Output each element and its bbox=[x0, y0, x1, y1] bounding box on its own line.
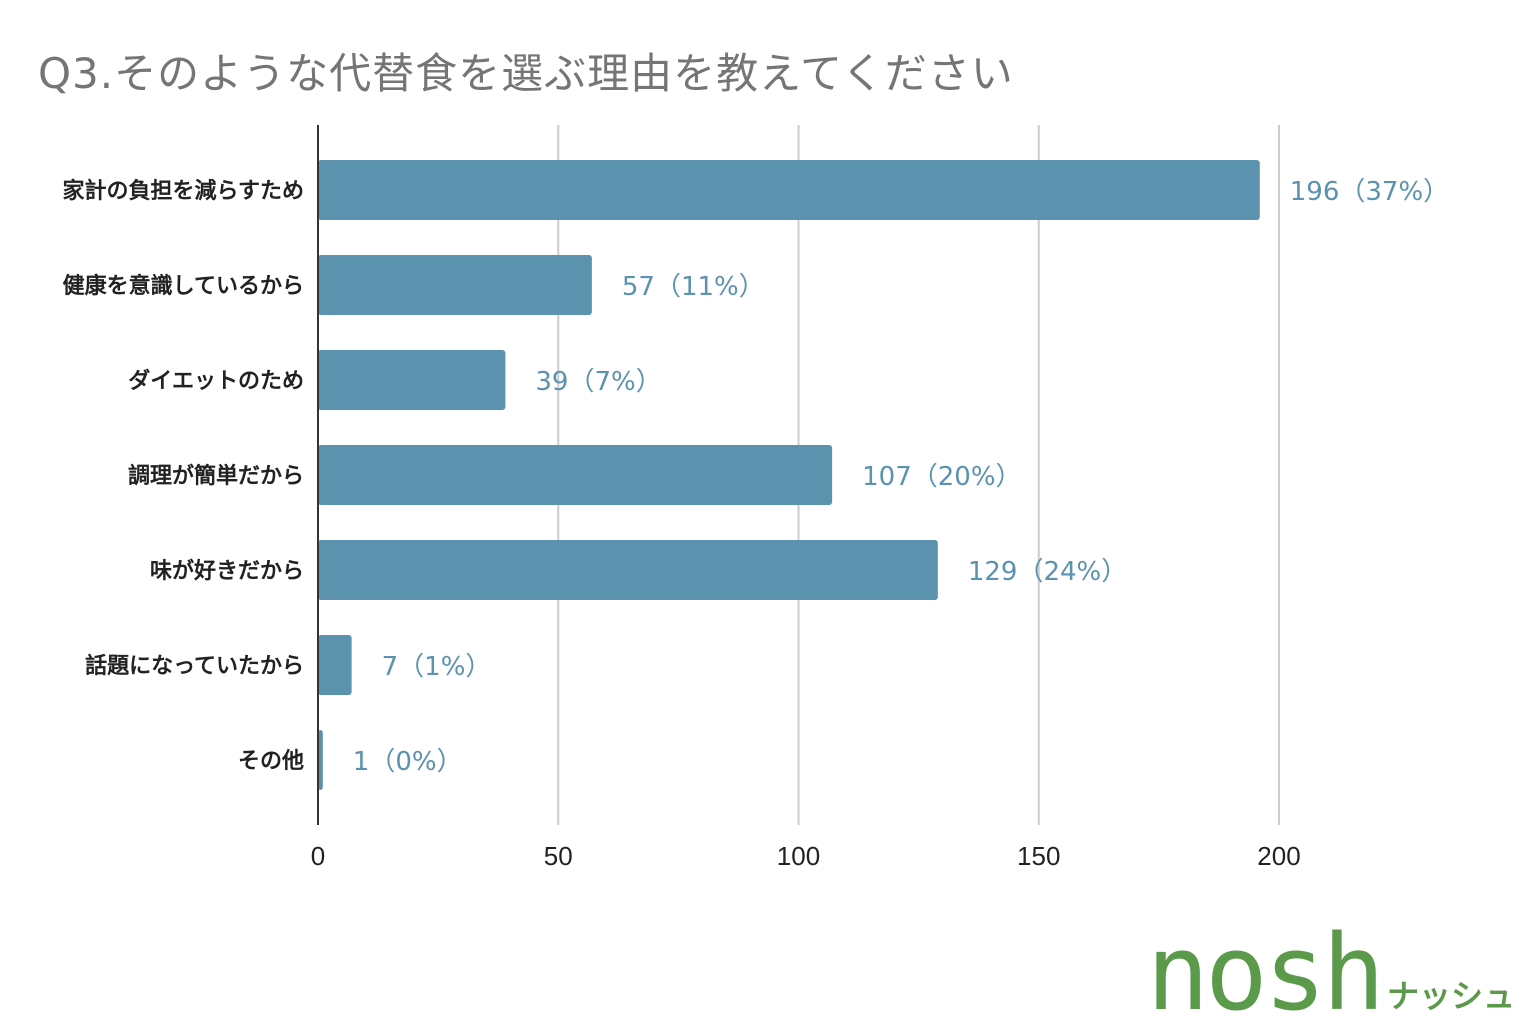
value-labels: 196（37%） 57（11%） 39（7%） 107（20%） 129（24%） 7（1… bbox=[353, 177, 1449, 777]
category-labels: 家計の負担を減らすため健康を意識しているからダイエットのため調理が簡単だから味が… bbox=[62, 178, 304, 774]
nosh-logo: nosh ナッシュ bbox=[1146, 912, 1515, 1035]
category-label: 話題になっていたから bbox=[85, 653, 304, 679]
bar bbox=[318, 255, 592, 315]
category-label: 調理が簡単だから bbox=[128, 463, 304, 489]
chart-title: Q3.そのような代替食を選ぶ理由を教えてください bbox=[38, 49, 1014, 98]
x-tick-label: 200 bbox=[1257, 841, 1300, 871]
x-tick-label: 100 bbox=[777, 841, 820, 871]
data-label: 7（1%） bbox=[382, 652, 492, 682]
data-label: 1（0%） bbox=[353, 747, 463, 777]
category-label: ダイエットのため bbox=[128, 368, 304, 394]
x-axis-ticks: 0 50 100 150 200 bbox=[311, 841, 1301, 871]
data-label: 196（37%） bbox=[1290, 177, 1449, 207]
bar bbox=[318, 635, 352, 695]
bars bbox=[318, 160, 1260, 790]
category-label: 家計の負担を減らすため bbox=[62, 178, 304, 204]
x-tick-label: 0 bbox=[311, 841, 325, 871]
data-label: 57（11%） bbox=[622, 272, 765, 302]
bar bbox=[318, 350, 506, 410]
logo-wordmark: nosh bbox=[1146, 912, 1385, 1035]
bar bbox=[318, 540, 938, 600]
data-label: 129（24%） bbox=[968, 557, 1127, 587]
category-label: 健康を意識しているから bbox=[63, 273, 304, 299]
x-tick-label: 50 bbox=[544, 841, 573, 871]
x-tick-label: 150 bbox=[1017, 841, 1060, 871]
bar bbox=[318, 160, 1260, 220]
category-label: 味が好きだから bbox=[150, 558, 304, 584]
bar bbox=[318, 730, 323, 790]
data-label: 107（20%） bbox=[862, 462, 1021, 492]
category-label: その他 bbox=[238, 749, 304, 774]
logo-katakana: ナッシュ bbox=[1386, 977, 1515, 1015]
data-label: 39（7%） bbox=[535, 367, 661, 397]
bar bbox=[318, 445, 833, 505]
